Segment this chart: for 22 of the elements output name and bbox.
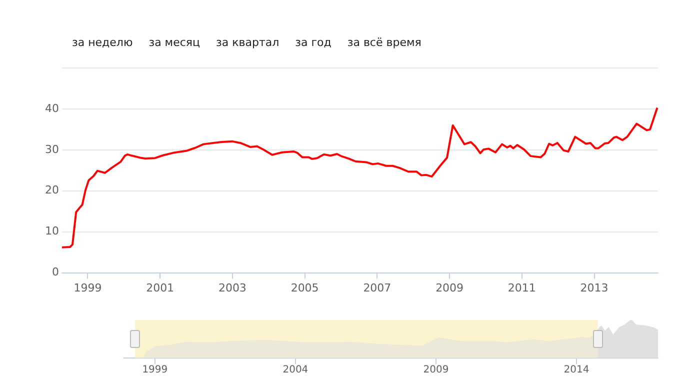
x-tick-label: 2001 (146, 281, 174, 294)
text: за неделю (72, 36, 133, 49)
x-tick-label: 2011 (508, 281, 536, 294)
x-tick-label: 2009 (436, 281, 464, 294)
x-tick-label: 2014 (564, 364, 590, 376)
y-tick-label: 30 (45, 142, 59, 156)
y-tick-label: 10 (45, 224, 59, 238)
text: за квартал (216, 36, 280, 49)
x-tick-label: 2007 (363, 281, 392, 294)
x-tick-label: 2003 (218, 281, 246, 294)
y-tick-label: 40 (45, 102, 59, 115)
x-tick-label: 1999 (74, 281, 102, 294)
x-tick-label: 2005 (290, 281, 319, 294)
y-tick-label: 0 (52, 266, 59, 279)
text: за месяц (148, 36, 200, 49)
x-tick-label: 2004 (282, 364, 308, 376)
x-tick-label: 2013 (580, 281, 608, 294)
y-tick-label: 20 (45, 184, 59, 197)
text: за год (295, 36, 332, 49)
x-tick-label: 1999 (142, 364, 168, 376)
text: за всё время (347, 36, 422, 49)
x-tick-label: 2009 (423, 364, 449, 376)
